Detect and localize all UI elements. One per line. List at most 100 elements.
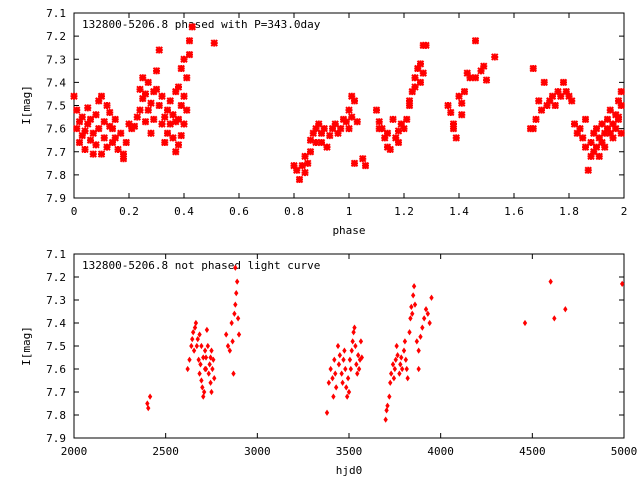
data-point — [340, 379, 345, 386]
y-axis-label: I[mag] — [20, 326, 33, 366]
data-point — [342, 347, 347, 354]
data-point — [202, 347, 208, 354]
data-point — [388, 379, 393, 386]
data-point — [384, 407, 389, 414]
data-point — [606, 106, 614, 114]
x-tick-label: 4000 — [427, 445, 454, 458]
y-tick-label: 7.2 — [46, 30, 66, 43]
data-point — [188, 23, 196, 31]
x-tick-label: 2 — [621, 205, 628, 218]
data-point — [342, 117, 350, 126]
data-point — [119, 154, 128, 163]
data-point — [158, 120, 166, 128]
data-point — [562, 87, 570, 96]
data-point — [355, 370, 360, 377]
data-point — [614, 113, 623, 121]
data-point — [477, 67, 485, 75]
y-tick-label: 7.7 — [46, 146, 66, 159]
data-point — [408, 87, 416, 96]
data-point — [587, 152, 595, 161]
data-point — [185, 50, 194, 59]
data-point — [563, 306, 568, 313]
x-tick-label: 0.8 — [284, 205, 304, 218]
data-point — [230, 338, 235, 345]
x-tick-label: 1.8 — [559, 205, 579, 218]
data-point — [315, 120, 323, 128]
data-point — [331, 393, 336, 400]
data-point — [404, 365, 409, 373]
data-point — [125, 120, 133, 128]
data-point — [174, 141, 183, 149]
data-point — [114, 145, 122, 154]
data-point — [416, 60, 425, 68]
data-point — [601, 143, 609, 151]
data-point — [233, 301, 238, 308]
y-tick-label: 7.1 — [46, 7, 66, 20]
data-point — [191, 329, 196, 336]
data-point — [350, 97, 359, 105]
data-point — [603, 124, 612, 133]
data-point — [391, 375, 397, 382]
data-point — [452, 134, 460, 142]
data-point — [306, 136, 315, 144]
data-point — [381, 134, 389, 142]
data-point — [595, 152, 603, 161]
data-point — [81, 145, 89, 154]
data-point — [444, 101, 452, 110]
data-point — [603, 115, 612, 124]
data-point — [398, 361, 403, 368]
data-point — [207, 361, 212, 368]
data-point — [295, 175, 304, 184]
data-point — [136, 106, 144, 114]
data-point — [537, 106, 546, 114]
data-point — [312, 138, 320, 147]
data-point — [212, 375, 217, 382]
data-point — [147, 129, 155, 137]
data-point — [200, 384, 205, 391]
data-point — [345, 106, 353, 114]
data-point — [180, 120, 188, 128]
data-point — [293, 166, 301, 174]
data-point — [119, 150, 128, 158]
data-point — [84, 104, 92, 112]
data-point — [334, 384, 339, 391]
data-point — [447, 108, 455, 117]
data-point — [345, 375, 351, 382]
data-point — [458, 99, 466, 107]
x-axis-label: hjd0 — [336, 464, 363, 477]
data-point — [189, 342, 194, 350]
data-point — [419, 69, 427, 77]
data-point — [193, 319, 199, 327]
y-tick-label: 7.8 — [46, 409, 66, 422]
data-point — [225, 342, 231, 350]
data-point — [592, 143, 601, 151]
data-point — [581, 143, 590, 151]
data-point — [345, 124, 353, 133]
data-point — [590, 129, 598, 137]
data-point — [301, 168, 309, 177]
data-point — [328, 365, 333, 373]
data-point — [463, 69, 471, 77]
data-point — [546, 97, 554, 105]
data-point — [172, 87, 180, 96]
data-point — [351, 329, 356, 336]
data-point — [75, 117, 84, 126]
data-point — [197, 331, 202, 338]
data-point — [378, 124, 386, 133]
data-point — [320, 124, 328, 133]
data-point — [375, 117, 383, 126]
data-point — [86, 136, 95, 144]
x-tick-label: 1.4 — [449, 205, 469, 218]
data-point — [210, 365, 215, 373]
data-point — [232, 310, 237, 317]
data-point — [141, 117, 150, 126]
data-point — [617, 129, 625, 137]
data-point — [97, 92, 106, 100]
data-point — [394, 342, 399, 350]
data-point — [208, 354, 213, 361]
data-point — [411, 283, 417, 290]
data-point — [122, 138, 130, 147]
data-point — [304, 159, 312, 168]
data-point — [150, 115, 158, 124]
data-point — [552, 315, 557, 322]
